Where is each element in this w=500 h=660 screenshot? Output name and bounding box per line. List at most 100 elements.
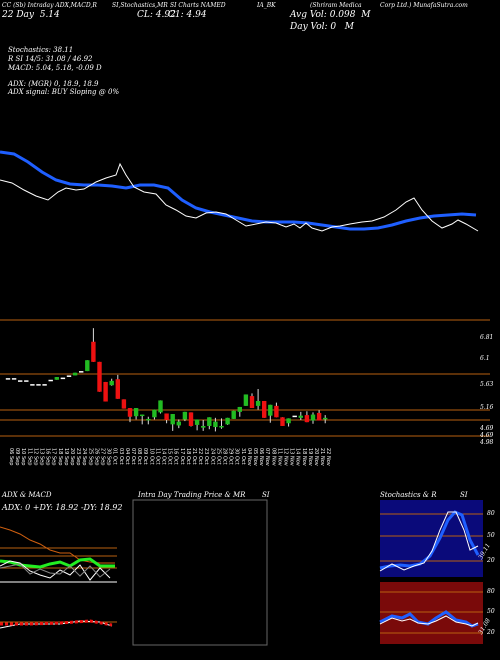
candle-body: [48, 379, 53, 382]
date-tick-label: 19 Nov: [307, 448, 313, 466]
date-tick-label: 22 Nov: [325, 448, 331, 466]
date-tick-label: 07 Nov: [264, 448, 270, 466]
candle-body: [201, 425, 206, 428]
rsi-label-50: 50: [487, 608, 495, 615]
candle-body: [66, 375, 72, 377]
candle-body: [188, 412, 194, 426]
candle-body: [280, 417, 285, 426]
adx-orange-line: [0, 526, 115, 564]
candle-body: [152, 409, 157, 418]
date-tick-label: 18 Nov: [301, 448, 307, 466]
intraday-panel-title-2: SI: [262, 491, 270, 499]
candle-body: [54, 377, 59, 380]
date-tick-label: 10 Oct: [148, 448, 154, 465]
price-grid: [0, 319, 490, 437]
price-label-3: 5.16: [480, 404, 494, 411]
date-tick-label: 09 Sep: [14, 448, 20, 465]
rsi-readout: R SI 14/5: 31.08 / 46.92: [8, 55, 93, 63]
stoch-k-line: [379, 510, 480, 570]
candle-body: [109, 380, 114, 386]
avg-vol: Avg Vol: 0.098 M: [290, 10, 371, 20]
candle-body: [42, 384, 47, 386]
stoch-label-50: 50: [487, 532, 495, 539]
candle-body: [79, 371, 84, 373]
header-title-5: (Shriram Medica: [310, 2, 362, 9]
date-tick-label: 28 Oct: [222, 448, 228, 465]
price-label-5: 4.69: [480, 432, 494, 439]
candle-body: [194, 419, 200, 425]
candle-body: [268, 404, 273, 416]
stochastics-readout: Stochastics: 38.11: [8, 46, 74, 54]
intraday-panel-title: Intra Day Trading Price & MR: [138, 491, 246, 499]
date-tick-label: 23 Oct: [203, 448, 209, 465]
candle-body: [121, 399, 127, 409]
date-tick-label: 14 Oct: [161, 448, 167, 465]
date-tick-label: 09 Oct: [142, 448, 148, 465]
stoch-label-20: 20: [487, 557, 495, 564]
date-tick-label: 12 Sep: [32, 448, 38, 465]
date-tick-label: 25 Sep: [87, 448, 93, 465]
rsi-label-20: 20: [487, 629, 495, 636]
ema-line: [0, 150, 477, 231]
date-tick-label: 23 Sep: [75, 448, 81, 465]
date-tick-label: 16 Oct: [173, 448, 179, 465]
header-title-6: Corp Ltd.) MunafaSutra.com: [380, 2, 468, 9]
date-tick-label: 20 Nov: [313, 448, 319, 466]
date-tick-label: 13 Sep: [39, 448, 45, 465]
candle-body: [146, 418, 151, 421]
header-title-1: CC (Sb) Intraday ADX,MACD,R: [2, 2, 97, 9]
date-tick-label: 08 Nov: [270, 448, 276, 466]
price-line: [0, 162, 479, 232]
candle-body: [72, 372, 78, 376]
header-title-2: SI,Stochastics,MR: [112, 2, 168, 9]
date-tick-label: 25 Oct: [215, 448, 221, 465]
date-tick-label: 31 Oct: [240, 448, 246, 465]
candle-body: [115, 379, 120, 399]
date-label: 22 Day 5.14: [2, 10, 60, 20]
close-label: CL: 4.92: [137, 10, 176, 20]
candle-body: [97, 361, 102, 392]
price-label-6: 4.98: [480, 439, 494, 446]
price-label-1: 6.1: [480, 355, 490, 362]
date-tick-label: 17 Sep: [51, 448, 57, 465]
date-tick-label: 18 Oct: [185, 448, 191, 465]
header-title-4: IA_BK: [257, 2, 276, 9]
date-tick-label: 11 Oct: [154, 448, 160, 465]
date-tick-label: 06 Sep: [8, 448, 14, 465]
date-tick-label: 29 Oct: [228, 448, 234, 465]
candles: [5, 328, 328, 432]
macd-readout: MACD: 5.04, 5.18, -0.09 D: [8, 64, 102, 72]
date-tick-label: 05 Nov: [252, 448, 258, 466]
candle-body: [140, 414, 145, 417]
date-tick-label: 14 Nov: [295, 448, 301, 466]
candle-body: [158, 400, 163, 413]
date-tick-label: 26 Sep: [93, 448, 99, 465]
date-tick-label: 11 Sep: [26, 448, 32, 465]
stoch-d-line: [379, 511, 479, 572]
date-tick-label: 03 Oct: [118, 448, 124, 465]
candle-body: [5, 378, 11, 380]
date-tick-label: 04 Oct: [124, 448, 130, 465]
candle-body: [182, 411, 188, 420]
candle-body: [237, 406, 242, 412]
stoch-panel-title-2: SI: [460, 491, 468, 499]
candle-body: [18, 380, 23, 382]
close-label-2: C1: 4.94: [168, 10, 207, 20]
dmi-plus-line: [0, 557, 115, 569]
date-tick-label: 06 Nov: [258, 448, 264, 466]
adx-panel-title: ADX & MACD: [2, 491, 52, 499]
candle-body: [249, 396, 255, 409]
price-label-0: 6.81: [480, 334, 494, 341]
adx-panel-values: ADX: 0 +DY: 18.92 -DY: 18.92: [2, 503, 123, 512]
stoch-panel: [379, 500, 483, 644]
rsi-line-2: [379, 615, 479, 627]
intraday-panel: [132, 499, 268, 646]
rsi-line: [379, 610, 479, 628]
date-tick-label: 30 Sep: [106, 448, 112, 465]
candle-body: [292, 415, 297, 418]
candle-body: [225, 417, 230, 425]
candle-body: [304, 415, 310, 423]
date-tick-label: 24 Oct: [209, 448, 215, 465]
day-vol: Day Vol: 0 M: [290, 22, 354, 32]
